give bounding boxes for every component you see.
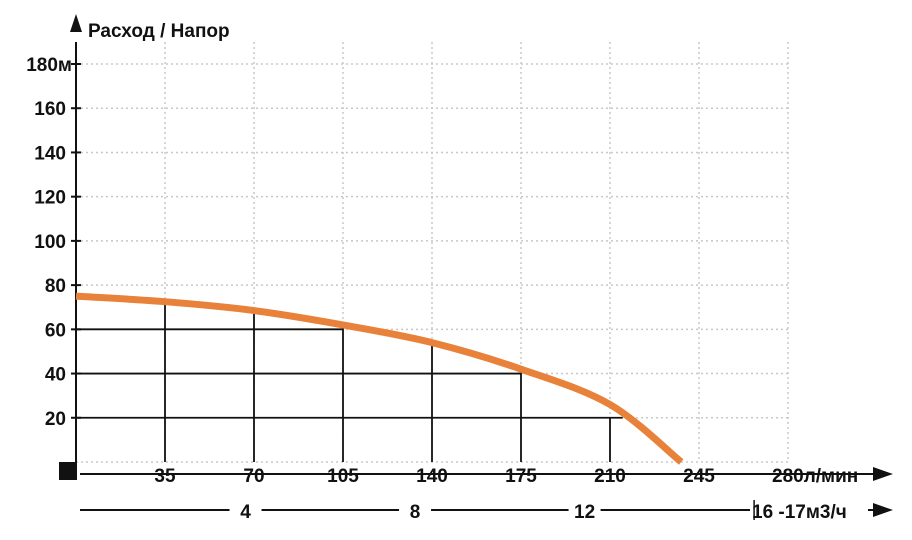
y-tick-label: 120: [34, 188, 66, 209]
y-tick-label: 140: [34, 143, 66, 164]
origin-square-icon: [59, 462, 77, 480]
x-tick-label-m3h: 4: [240, 502, 251, 523]
y-tick-label: 20: [45, 409, 66, 430]
x-tick-label-bg: [399, 498, 432, 522]
x-tick-label-flow: 105: [327, 466, 359, 487]
x-axis-m3h-arrow-icon: [873, 503, 893, 517]
y-tick-label: 80: [45, 276, 66, 297]
y-tick-label: 40: [45, 365, 66, 386]
reference-lines: [76, 302, 623, 462]
y-unit-label: 180м: [26, 55, 72, 76]
curve-group: [75, 292, 684, 465]
x-axis-flow-arrow-icon: [873, 467, 893, 481]
x-last-tick-m3h: 16 -17м3/ч: [752, 502, 847, 523]
labels: Расход / Напор 180м 280л/мин 16 -17м3/ч …: [26, 21, 868, 523]
y-tick-label: 160: [34, 99, 66, 120]
x-tick-label-flow: 70: [243, 466, 264, 487]
x-tick-label-flow: 140: [416, 466, 448, 487]
x-tick-label-flow: 210: [594, 466, 626, 487]
performance-curve: [75, 292, 684, 465]
y-axis-arrow-icon: [70, 14, 82, 32]
x-tick-label-bg: [568, 498, 601, 522]
y-tick-label: 100: [34, 232, 66, 253]
axes: [59, 14, 893, 517]
dotted-grid: [71, 42, 789, 463]
x-last-tick-m3h-bg: [750, 498, 868, 522]
x-last-tick-flow: 280л/мин: [772, 466, 858, 487]
x-tick-label-flow: 35: [154, 466, 176, 487]
x-tick-label-m3h: 8: [410, 502, 421, 523]
x-tick-label-flow: 175: [505, 466, 537, 487]
x-tick-label-flow: 245: [683, 466, 715, 487]
y-tick-label: 60: [45, 320, 66, 341]
x-tick-label-bg: [229, 498, 262, 522]
chart-title: Расход / Напор: [88, 21, 230, 42]
x-tick-label-m3h: 12: [574, 502, 595, 523]
